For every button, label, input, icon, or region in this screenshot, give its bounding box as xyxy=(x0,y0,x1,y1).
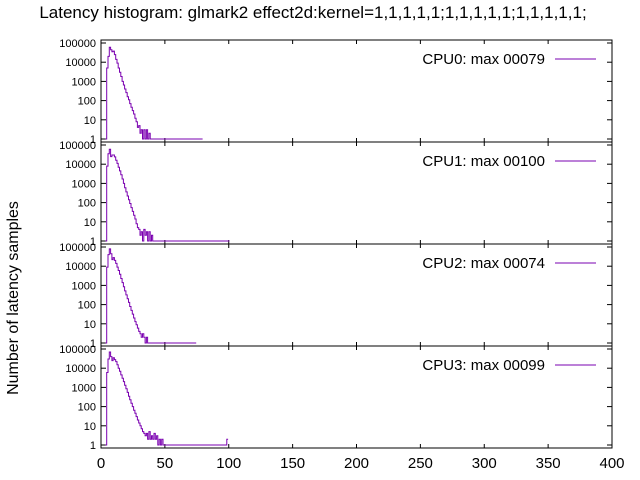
y-tick-label: 100 xyxy=(78,300,96,312)
legend-label: CPU1: max 00100 xyxy=(422,153,545,170)
panel-0: 1 10 100 1000 10000 100000 CPU0: max 00079 xyxy=(59,38,613,146)
y-tick-label: 100 xyxy=(78,198,96,210)
y-tick-label: 1 xyxy=(90,134,96,146)
panel-3: 1 10 100 1000 10000 100000 CPU3: max 00099 xyxy=(59,344,613,452)
y-tick-label: 10 xyxy=(84,217,96,229)
x-tick-label: 250 xyxy=(408,455,433,472)
x-tick-label: 150 xyxy=(280,455,305,472)
y-tick-label: 100000 xyxy=(59,242,96,254)
x-tick-label: 300 xyxy=(472,455,497,472)
y-tick-label: 1 xyxy=(90,338,96,350)
legend-label: CPU3: max 00099 xyxy=(422,357,545,374)
panel-1: 1 10 100 1000 10000 100000 CPU1: max 00100 xyxy=(59,140,613,248)
histogram-series-line xyxy=(105,248,197,344)
histogram-series-line xyxy=(105,46,203,140)
x-tick-label: 50 xyxy=(157,455,174,472)
x-tick-label: 200 xyxy=(344,455,369,472)
x-tick-label: 350 xyxy=(536,455,561,472)
y-tick-label: 10 xyxy=(84,319,96,331)
y-tick-label: 10 xyxy=(84,421,96,433)
y-tick-label: 1000 xyxy=(72,280,96,292)
x-tick-label: 400 xyxy=(599,455,624,472)
y-tick-label: 1000 xyxy=(72,76,96,88)
y-tick-label: 10000 xyxy=(65,261,96,273)
legend-label: CPU2: max 00074 xyxy=(422,255,545,272)
y-axis-label: Number of latency samples xyxy=(5,201,22,395)
x-tick-label: 100 xyxy=(216,455,241,472)
y-tick-label: 100000 xyxy=(59,38,96,50)
y-tick-label: 100 xyxy=(78,96,96,108)
panel-2: 1 10 100 1000 10000 100000 CPU2: max 00074 xyxy=(59,242,613,350)
y-tick-label: 100000 xyxy=(59,344,96,356)
y-tick-label: 1000 xyxy=(72,382,96,394)
y-tick-label: 10000 xyxy=(65,159,96,171)
y-tick-label: 10 xyxy=(84,115,96,127)
y-tick-label: 100000 xyxy=(59,140,96,152)
y-tick-label: 1 xyxy=(90,440,96,452)
y-tick-label: 1 xyxy=(90,236,96,248)
x-tick-label: 0 xyxy=(97,455,105,472)
histogram-series-line xyxy=(105,351,229,446)
y-tick-label: 1000 xyxy=(72,178,96,190)
legend-label: CPU0: max 00079 xyxy=(422,51,545,68)
x-axis-ticks: 0 50 100 150 200 250 300 350 400 xyxy=(97,455,625,472)
y-tick-label: 100 xyxy=(78,402,96,414)
chart-title: Latency histogram: glmark2 effect2d:kern… xyxy=(39,3,586,22)
histogram-series-line xyxy=(105,148,230,242)
y-tick-label: 10000 xyxy=(65,57,96,69)
y-tick-label: 10000 xyxy=(65,363,96,375)
